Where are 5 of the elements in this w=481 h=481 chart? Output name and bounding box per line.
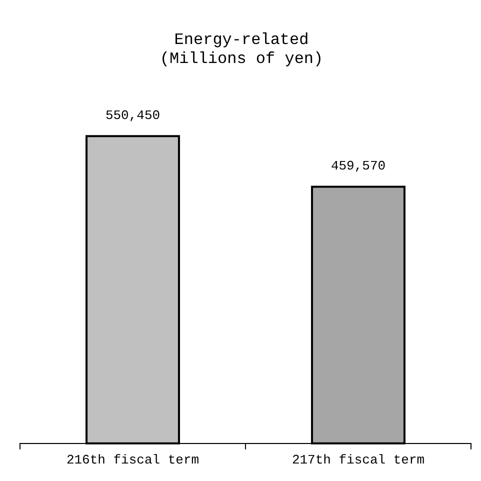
x-tick-label: 217th fiscal term — [292, 452, 425, 468]
x-tick-label: 216th fiscal term — [66, 452, 200, 468]
data-label: 459,570 — [330, 158, 386, 174]
chart-title: Energy-related (Millions of yen) — [160, 30, 324, 68]
data-label: 550,450 — [105, 108, 160, 124]
